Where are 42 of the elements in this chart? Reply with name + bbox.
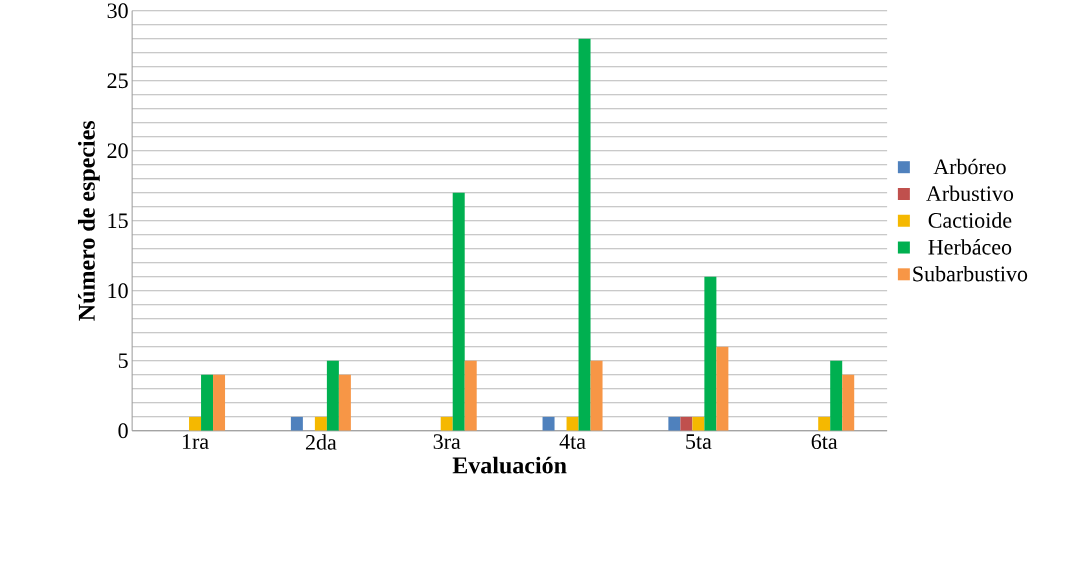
x-tick-label: 2da — [305, 434, 337, 450]
y-tick-label: 0 — [118, 423, 128, 439]
bar — [464, 360, 477, 431]
x-tick-label: 5ta — [686, 434, 712, 449]
y-tick-label: 30 — [107, 3, 128, 19]
bar — [314, 416, 327, 431]
bar — [452, 192, 465, 431]
legend-label: Arbustivo — [926, 185, 1014, 202]
bar — [716, 346, 729, 431]
bar — [189, 416, 202, 431]
bar — [704, 276, 717, 431]
legend-label: Herbáceo — [928, 239, 1012, 255]
y-tick-label: 5 — [118, 353, 128, 368]
y-axis-title: Número de especies — [77, 120, 100, 321]
x-tick-label: 6ta — [811, 434, 838, 449]
bar — [201, 374, 214, 431]
y-tick-label: 15 — [108, 213, 128, 229]
bar — [818, 416, 831, 431]
bar — [590, 360, 603, 431]
legend-label: Arbóreo — [933, 158, 1006, 175]
bar — [668, 416, 681, 431]
bar — [326, 360, 339, 431]
bar — [566, 416, 579, 431]
x-tick-label: 3ra — [433, 434, 461, 449]
bar — [440, 416, 453, 431]
bar — [842, 374, 855, 431]
y-tick-label: 25 — [107, 73, 128, 89]
bar — [542, 416, 555, 431]
bar — [680, 416, 693, 431]
bar — [578, 38, 591, 431]
x-tick-label: 1ra — [182, 434, 209, 449]
x-tick-label: 4ta — [559, 434, 586, 449]
y-tick-label: 10 — [108, 283, 128, 299]
bar — [213, 374, 226, 431]
bar — [830, 360, 843, 431]
y-tick-label: 20 — [107, 143, 128, 159]
legend-label: Cactioide — [928, 212, 1012, 228]
bar — [338, 374, 351, 431]
x-axis-title: Evaluación — [452, 456, 567, 474]
bar — [290, 416, 303, 431]
legend-label: Subarbustivo — [913, 265, 1028, 282]
bar — [692, 416, 705, 431]
